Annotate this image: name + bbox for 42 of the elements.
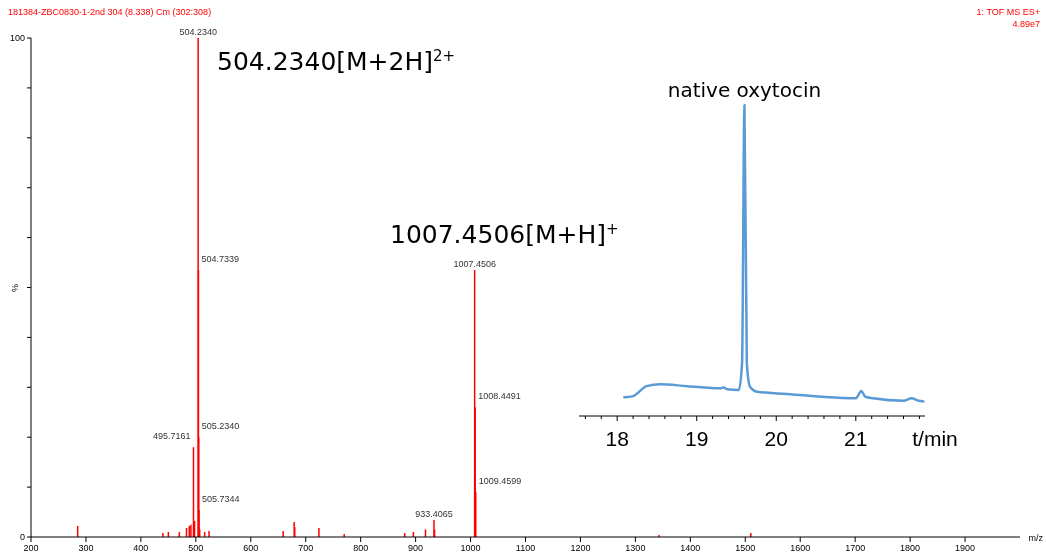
x-tick-label: 1400 xyxy=(680,543,701,553)
x-tick-label: 1800 xyxy=(900,543,921,553)
x-axis-title: m/z xyxy=(1028,533,1044,543)
x-tick-label: 19 xyxy=(685,427,709,450)
text: 1: TOF MS ES+ xyxy=(976,7,1040,17)
x-tick-label: 1700 xyxy=(845,543,866,553)
annotation: 504.7339 xyxy=(201,254,239,265)
annotation: native oxytocin xyxy=(667,78,822,102)
annotation: 933.4065 xyxy=(415,509,453,520)
annotation: 1009.4599 xyxy=(478,476,522,487)
annotation: 1008.4491 xyxy=(478,391,521,402)
annotation: 505.2340 xyxy=(201,421,240,432)
x-tick-label: 700 xyxy=(298,543,314,553)
annotation: 505.7344 xyxy=(201,494,240,505)
x-tick-label: 1200 xyxy=(570,543,591,553)
x-tick-label: 900 xyxy=(408,543,424,553)
text: 4.89e7 xyxy=(1012,19,1040,29)
x-tick-label: 500 xyxy=(188,543,204,553)
y-tick-label: 100 xyxy=(9,33,25,43)
x-tick-label: 600 xyxy=(243,543,259,553)
annotation: 504.2340 xyxy=(179,27,217,37)
x-tick-label: 18 xyxy=(605,427,629,450)
x-tick-label: 1900 xyxy=(955,543,976,553)
annotation: 1007.4506[M+H]$^{+}$ xyxy=(390,220,619,249)
y-axis-title: % xyxy=(10,283,20,293)
x-tick-label: 800 xyxy=(353,543,369,553)
y-tick-label: 0 xyxy=(19,532,25,542)
x-axis-title: t/min xyxy=(912,427,958,450)
x-tick-label: 21 xyxy=(844,427,868,450)
annotation: 504.2340[M+2H]$^{2+}$ xyxy=(217,47,456,76)
x-tick-label: 300 xyxy=(78,543,94,553)
chart-title: 181384-ZBC0830-1-2nd 304 (8.338) Cm (302:308) xyxy=(8,7,212,17)
x-tick-label: 1500 xyxy=(735,543,756,553)
x-tick-label: 1100 xyxy=(515,543,536,553)
x-tick-label: 1300 xyxy=(625,543,646,553)
x-tick-label: 400 xyxy=(133,543,149,553)
x-tick-label: 1000 xyxy=(460,543,481,553)
x-tick-label: 200 xyxy=(23,543,39,553)
annotation: 495.7161 xyxy=(152,431,191,442)
x-tick-label: 20 xyxy=(764,427,788,450)
x-tick-label: 1600 xyxy=(790,543,811,553)
annotation: 1007.4506 xyxy=(453,259,496,270)
